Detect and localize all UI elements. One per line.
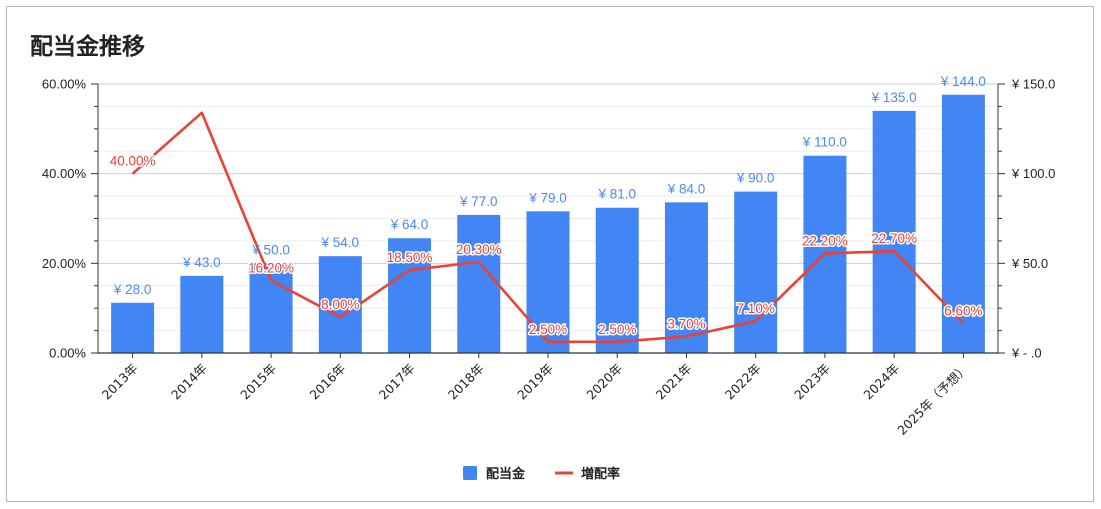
bar-value-label: ¥ 79.0	[528, 190, 567, 205]
right-y-tick-label: ¥ - .0	[1011, 346, 1042, 361]
bar-value-label: ¥ 54.0	[321, 235, 360, 250]
bar	[457, 214, 501, 353]
bar-value-label: ¥ 84.0	[667, 181, 706, 196]
rate-value-label: 18.50%	[387, 250, 433, 265]
x-tick-label: 2018年	[445, 361, 487, 403]
rate-value-label: 22.20%	[802, 233, 848, 248]
bar	[388, 238, 432, 353]
rate-value-label: 20.30%	[456, 242, 502, 257]
right-y-tick-label: ¥ 150.0	[1011, 77, 1055, 92]
bar-value-label: ¥ 135.0	[871, 90, 917, 105]
bar-value-label: ¥ 110.0	[802, 135, 847, 150]
rate-value-label: 3.70%	[667, 316, 705, 331]
bar	[734, 191, 778, 353]
x-tick-label: 2017年	[376, 361, 418, 403]
legend: 配当金 増配率	[463, 466, 620, 482]
rate-value-label: 40.00%	[110, 154, 156, 169]
x-tick-label: 2022年	[722, 361, 764, 403]
bars	[111, 94, 985, 354]
left-y-tick-label: 40.00%	[42, 166, 87, 181]
bar	[111, 302, 155, 353]
x-tick-label: 2014年	[168, 361, 210, 403]
bar	[595, 207, 639, 353]
left-y-tick-label: 0.00%	[49, 346, 86, 361]
bar-value-label: ¥ 28.0	[113, 282, 152, 297]
legend-bar-label: 配当金	[486, 466, 526, 482]
x-tick-label: 2021年	[653, 361, 695, 403]
bar-value-label: ¥ 64.0	[390, 217, 429, 232]
rate-value-label: 7.10%	[737, 301, 775, 316]
x-tick-label: 2024年	[860, 361, 902, 403]
bar-value-label: ¥ 43.0	[182, 255, 221, 270]
right-y-tick-label: ¥ 50.0	[1011, 256, 1048, 271]
left-y-tick-label: 20.00%	[42, 256, 87, 271]
rate-value-label: 8.00%	[321, 297, 359, 312]
bar-value-label: ¥ 77.0	[459, 194, 498, 209]
x-tick-label: 2013年	[99, 361, 141, 403]
bar-labels: ¥ 28.0 ¥ 43.0 ¥ 50.0 ¥ 54.0 ¥ 64.0 ¥ 77.0 ¥ 79…	[113, 74, 986, 297]
rate-line	[131, 111, 965, 344]
bar	[526, 211, 570, 353]
chart-title: 配当金推移	[30, 34, 145, 60]
legend-line-label: 増配率	[581, 466, 620, 482]
rate-value-label: 22.70%	[871, 231, 917, 246]
bar	[664, 202, 708, 353]
x-tick-label: 2020年	[583, 361, 625, 403]
bar-value-label: ¥ 144.0	[940, 74, 986, 89]
bar	[872, 110, 916, 354]
legend-bar-swatch	[463, 466, 477, 480]
rate-value-label: 6.60%	[944, 303, 982, 318]
rate-line-path	[131, 111, 965, 344]
bar-value-label: ¥ 81.0	[597, 187, 636, 202]
rate-labels: 40.00% 16.20% 8.00% 18.50% 20.30% 2.50% 2.50% 3…	[108, 152, 984, 338]
x-tick-label: 2025年（予想）	[894, 361, 971, 438]
bar-value-label: ¥ 90.0	[736, 171, 775, 186]
right-y-tick-label: ¥ 100.0	[1011, 166, 1055, 181]
bar	[318, 256, 362, 353]
x-tick-label: 2019年	[514, 361, 556, 403]
rate-value-label: 16.20%	[248, 260, 294, 275]
rate-value-label: 2.50%	[529, 322, 567, 337]
x-tick-label: 2015年	[237, 361, 279, 403]
bar	[180, 275, 224, 353]
left-y-tick-label: 60.00%	[42, 77, 87, 92]
x-tick-label: 2016年	[306, 361, 348, 403]
rate-value-label: 2.50%	[598, 322, 636, 337]
bar-value-label: ¥ 50.0	[251, 242, 290, 257]
bar	[249, 263, 293, 353]
x-tick-label: 2023年	[791, 361, 833, 403]
